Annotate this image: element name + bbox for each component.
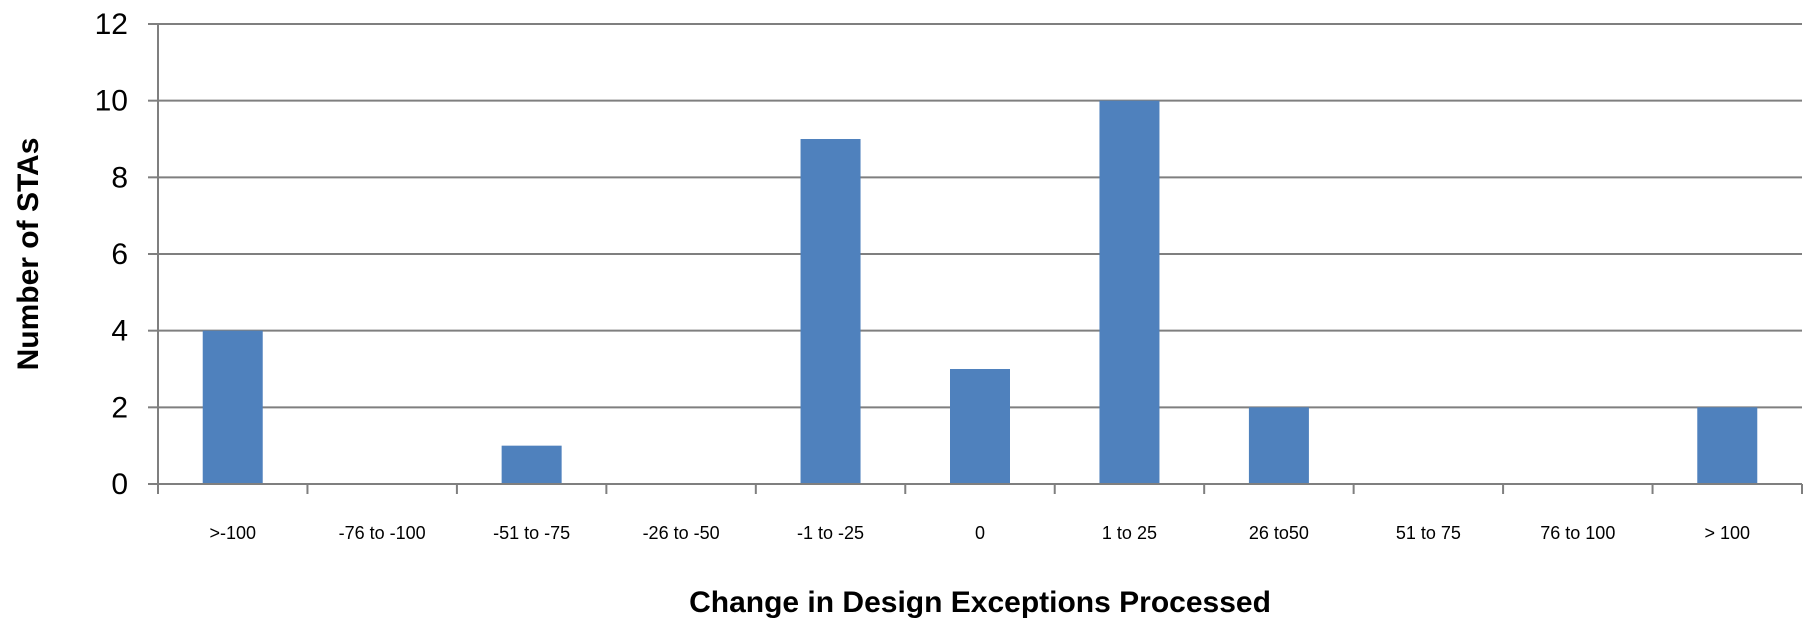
x-tick-label: > 100 xyxy=(1704,523,1750,543)
bar xyxy=(950,369,1010,484)
bar xyxy=(1099,100,1160,485)
x-tick-label: 0 xyxy=(975,523,985,543)
y-tick-label: 6 xyxy=(111,238,128,271)
bar xyxy=(202,330,263,484)
bar xyxy=(1697,407,1758,484)
y-axis-title: Number of STAs xyxy=(12,138,45,371)
x-tick-label: 1 to 25 xyxy=(1102,523,1157,543)
y-tick-label: 2 xyxy=(111,391,128,424)
bar xyxy=(800,139,861,484)
x-tick-label: >-100 xyxy=(209,523,256,543)
y-tick-label: 4 xyxy=(111,315,128,348)
gridlines xyxy=(158,23,1802,409)
bar xyxy=(1248,407,1309,484)
x-tick-label: -26 to -50 xyxy=(643,523,720,543)
axes xyxy=(148,23,1803,494)
y-tick-label: 12 xyxy=(95,8,128,41)
bar xyxy=(501,445,562,484)
x-axis-title: Change in Design Exceptions Processed xyxy=(689,586,1271,619)
y-tick-label: 10 xyxy=(95,85,128,118)
x-tick-label: 76 to 100 xyxy=(1540,523,1615,543)
x-tick-label: 26 to50 xyxy=(1249,523,1309,543)
x-tick-label: 51 to 75 xyxy=(1396,523,1461,543)
x-tick-label: -76 to -100 xyxy=(339,523,426,543)
y-tick-label: 0 xyxy=(111,468,128,501)
y-tick-labels: 0 2 4 6 8 10 12 xyxy=(95,8,128,501)
bars xyxy=(202,100,1758,485)
y-tick-label: 8 xyxy=(111,161,128,194)
x-tick-label: -51 to -75 xyxy=(493,523,570,543)
x-tick-labels: >-100 -76 to -100 -51 to -75 -26 to -50 -1 t… xyxy=(209,523,1750,543)
x-tick-label: -1 to -25 xyxy=(797,523,864,543)
